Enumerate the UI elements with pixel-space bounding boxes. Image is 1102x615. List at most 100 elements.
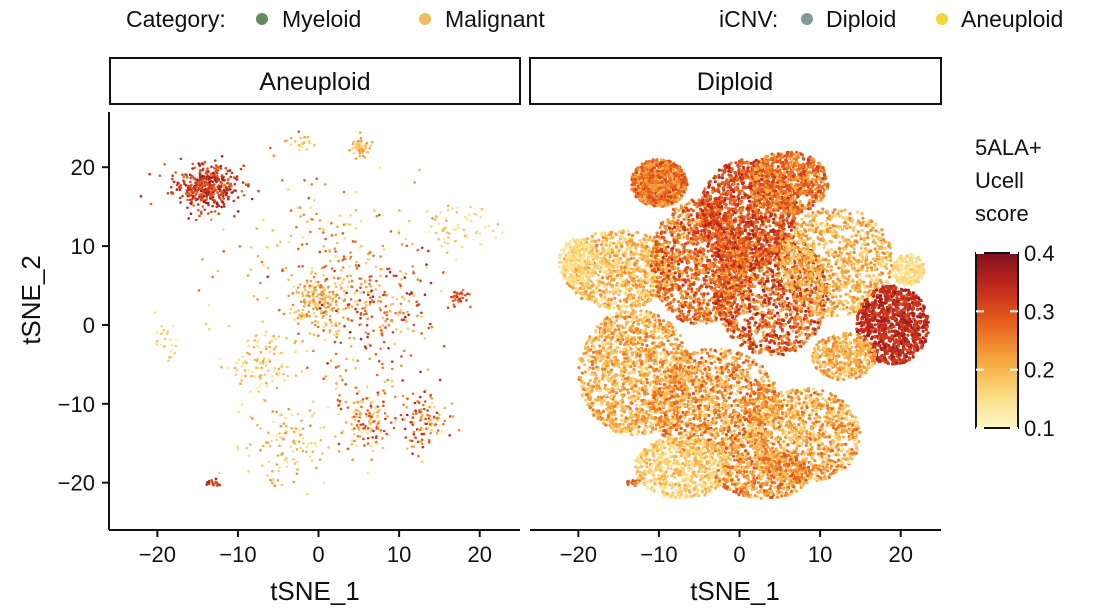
data-point-diploid-c2 (615, 391, 619, 395)
data-point-diploid-c2 (645, 357, 649, 362)
data-point-aneuploid-c7 (383, 380, 387, 384)
data-point-aneuploid-c8 (440, 430, 444, 434)
data-point-aneuploid-c0 (224, 166, 228, 170)
data-point-diploid-c1 (595, 284, 599, 288)
data-point-aneuploid-c1 (365, 141, 369, 145)
data-point-diploid-c2 (602, 418, 606, 422)
data-point-aneuploid-c8 (410, 445, 414, 448)
data-point-aneuploid-c3 (381, 362, 384, 366)
data-point-aneuploid-c13 (306, 135, 310, 139)
data-point-aneuploid-c0 (181, 173, 184, 177)
data-point-aneuploid-c3 (402, 349, 406, 353)
data-point-aneuploid-c6 (280, 453, 283, 456)
data-point-diploid-c1 (594, 301, 598, 305)
data-point-aneuploid-c4 (252, 295, 256, 298)
data-point-aneuploid-c3 (354, 307, 357, 311)
data-point-aneuploid-c4 (246, 274, 250, 277)
data-point-aneuploid-c3 (374, 352, 378, 356)
data-point-aneuploid-c7 (359, 399, 363, 403)
data-point-diploid-c2 (602, 395, 606, 399)
data-point-aneuploid-c7 (366, 471, 370, 475)
data-point-aneuploid-c0 (216, 191, 219, 194)
data-point-diploid-c2 (610, 386, 614, 390)
data-point-aneuploid-c7 (356, 434, 360, 438)
data-point-aneuploid-c4 (265, 245, 269, 249)
data-point-aneuploid-c6 (290, 414, 294, 417)
data-point-diploid-c2 (664, 355, 668, 359)
data-point-aneuploid-c3 (320, 303, 324, 307)
data-point-aneuploid-c11 (472, 238, 475, 241)
data-point-diploid-c1 (617, 229, 621, 233)
data-point-aneuploid-c3 (423, 293, 427, 297)
data-point-aneuploid-c0 (206, 193, 209, 197)
data-point-aneuploid-c3 (390, 360, 394, 364)
data-point-diploid-c1 (598, 277, 602, 281)
data-point-aneuploid-c2 (312, 292, 315, 295)
data-point-aneuploid-c0 (219, 193, 222, 197)
data-point-aneuploid-c5 (286, 365, 289, 369)
data-point-aneuploid-c3 (301, 264, 304, 268)
data-point-aneuploid-c4 (234, 373, 238, 377)
data-point-aneuploid-c3 (368, 357, 372, 361)
data-point-aneuploid-c8 (416, 429, 420, 433)
data-point-aneuploid-c3 (415, 304, 419, 307)
data-point-aneuploid-c5 (265, 381, 268, 385)
data-point-aneuploid-c4 (445, 251, 449, 254)
data-point-aneuploid-c0 (215, 171, 219, 175)
data-point-aneuploid-c6 (306, 442, 310, 446)
data-point-aneuploid-c11 (455, 210, 459, 214)
data-point-diploid-c2 (615, 425, 619, 429)
data-point-diploid-c1 (629, 257, 633, 261)
data-point-aneuploid-c8 (442, 422, 445, 426)
data-point-aneuploid-c0 (202, 177, 206, 180)
data-point-diploid-c1 (648, 298, 652, 302)
data-point-aneuploid-c3 (412, 323, 416, 327)
data-point-aneuploid-c0 (208, 179, 211, 182)
data-point-aneuploid-c8 (430, 397, 434, 400)
data-point-aneuploid-c0 (171, 177, 174, 181)
data-point-diploid-c2 (630, 409, 634, 413)
data-point-diploid-c2 (581, 387, 585, 391)
data-point-aneuploid-c6 (284, 416, 287, 420)
data-point-diploid-c2 (640, 398, 644, 403)
data-point-aneuploid-c3 (322, 245, 326, 248)
data-point-aneuploid-c8 (450, 402, 454, 405)
data-point-aneuploid-c3 (419, 279, 422, 283)
data-point-aneuploid-c6 (275, 434, 279, 437)
data-point-diploid-c1 (637, 304, 641, 308)
data-point-aneuploid-c6 (236, 445, 239, 449)
data-point-diploid-c0 (632, 181, 636, 185)
data-point-aneuploid-c3 (372, 254, 375, 258)
data-point-aneuploid-c0 (227, 198, 230, 201)
data-point-diploid-c2 (580, 371, 585, 375)
data-point-aneuploid-c0 (241, 181, 245, 184)
data-point-aneuploid-c8 (435, 411, 439, 415)
data-point-aneuploid-c0 (205, 181, 208, 184)
data-point-aneuploid-c0 (175, 183, 179, 187)
data-point-aneuploid-c8 (421, 445, 425, 449)
data-point-diploid-c2 (634, 327, 638, 331)
data-point-aneuploid-c2 (314, 302, 317, 305)
data-point-diploid-c1 (646, 238, 650, 242)
data-point-aneuploid-c4 (289, 307, 293, 311)
data-point-aneuploid-c8 (401, 418, 405, 421)
data-point-diploid-c0 (659, 158, 664, 162)
data-point-aneuploid-c3 (408, 219, 411, 223)
data-point-aneuploid-c10 (214, 477, 218, 481)
data-point-aneuploid-c7 (371, 450, 375, 453)
data-point-diploid-c2 (587, 354, 592, 358)
data-point-aneuploid-c11 (439, 211, 443, 214)
data-point-aneuploid-c0 (220, 205, 223, 209)
data-point-aneuploid-c8 (425, 422, 428, 426)
data-point-diploid-c1 (600, 231, 604, 236)
data-point-diploid-c2 (580, 380, 584, 385)
data-point-aneuploid-c9 (461, 288, 465, 292)
data-point-diploid-c2 (608, 406, 612, 410)
data-point-aneuploid-c3 (328, 329, 332, 332)
data-point-aneuploid-c4 (208, 327, 211, 331)
data-point-aneuploid-c5 (294, 374, 298, 377)
data-point-aneuploid-c11 (411, 242, 414, 246)
data-point-aneuploid-c0 (201, 168, 204, 172)
data-point-diploid-c2 (651, 336, 655, 340)
data-point-diploid-c2 (599, 402, 604, 406)
